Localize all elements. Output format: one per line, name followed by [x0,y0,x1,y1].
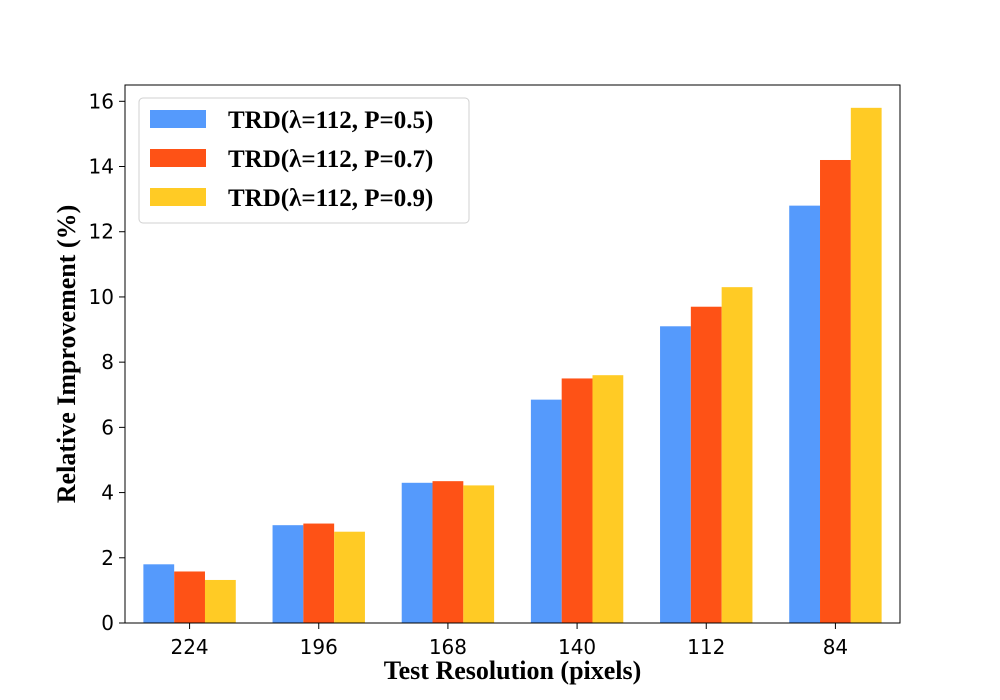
bar-series-3-112 [721,287,753,623]
x-tick-label: 140 [558,635,596,659]
bar-series-3-168 [463,485,495,623]
bar-series-1-140 [530,399,562,623]
bar-series-1-84 [789,205,821,623]
x-axis: 224 196 168 140 112 84 [170,623,848,659]
y-tick-label: 12 [89,220,114,244]
y-axis: 0 2 4 6 8 10 12 14 16 [89,89,125,635]
bar-series-2-112 [690,306,722,623]
plot-frame [124,84,901,624]
y-tick-label: 0 [101,611,114,635]
bar-series-1-168 [401,482,433,623]
bar-series-3-224 [204,579,236,623]
bar-series-1-196 [272,525,304,623]
y-tick-label: 10 [89,285,114,309]
x-tick-label: 112 [687,635,725,659]
y-tick-label: 8 [101,350,114,374]
x-tick-label: 84 [823,635,848,659]
y-tick-label: 6 [101,415,114,439]
legend-label-1: TRD(λ=112, P=0.5) [228,107,433,134]
bar-series-3-84 [850,107,882,624]
y-tick-label: 16 [89,89,114,113]
bar-series-2-140 [561,378,593,623]
y-axis-title: Relative Improvement (%) [52,205,81,503]
legend: TRD(λ=112, P=0.5) TRD(λ=112, P=0.7) TRD(λ=… [138,97,470,224]
bar-series-3-140 [592,375,624,623]
y-tick-label: 2 [101,546,114,570]
x-axis-title: Test Resolution (pixels) [384,656,642,685]
x-tick-label: 168 [429,635,467,659]
bar-series-2-224 [174,571,205,623]
bar-series-2-84 [820,159,851,623]
legend-swatch-1 [150,110,206,128]
legend-swatch-2 [150,149,206,167]
legend-box [138,97,470,224]
bar-series-2-168 [432,481,464,623]
y-tick-label: 14 [89,155,114,179]
bar-series-2-196 [303,523,335,623]
bars-group [143,107,882,624]
legend-label-3: TRD(λ=112, P=0.9) [228,185,433,212]
legend-label-2: TRD(λ=112, P=0.7) [228,146,433,173]
x-tick-label: 196 [300,635,338,659]
bar-series-1-112 [660,326,691,623]
bar-series-3-196 [334,531,365,623]
y-tick-label: 4 [101,481,114,505]
legend-swatch-3 [150,188,206,206]
x-tick-label: 224 [170,635,208,659]
bar-series-1-224 [143,564,175,623]
